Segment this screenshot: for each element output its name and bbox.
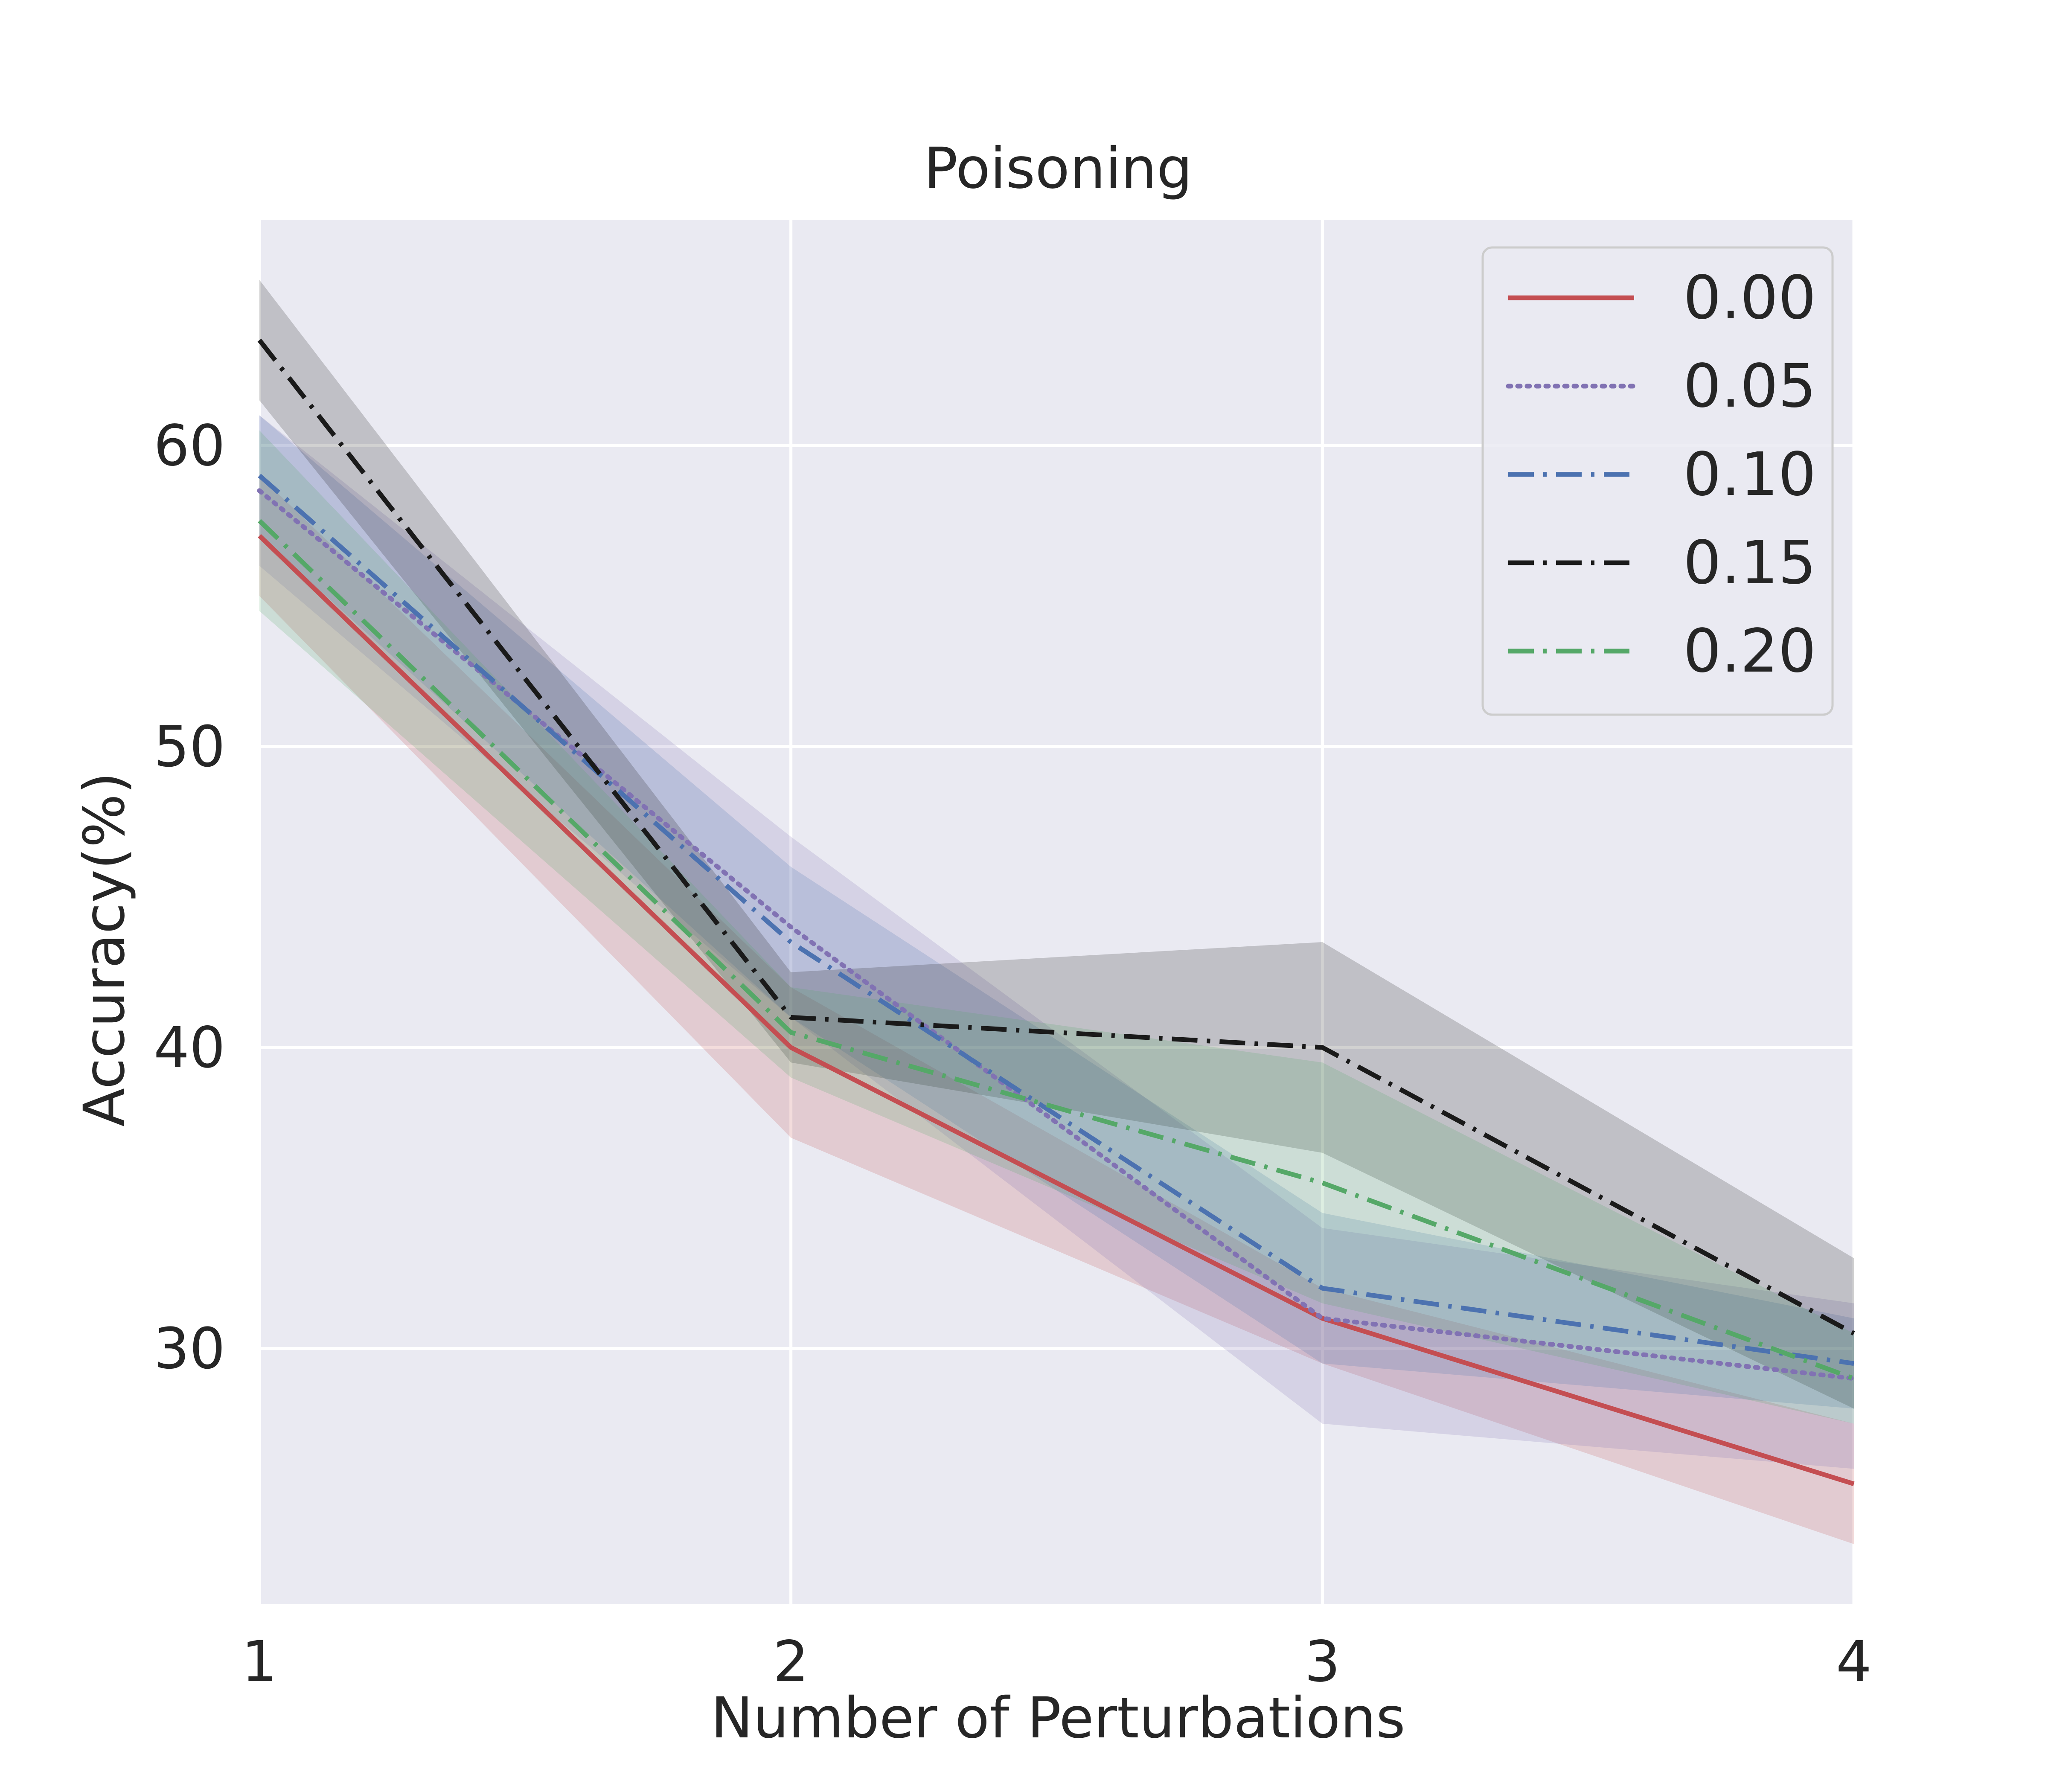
confidence-band-0.20 bbox=[259, 430, 1854, 1424]
confidence-band-0.15 bbox=[259, 280, 1854, 1409]
confidence-band-0.05 bbox=[259, 415, 1854, 1469]
x-tick-label: 2 bbox=[773, 1629, 809, 1695]
x-tick-labels: 1 2 3 4 bbox=[241, 1629, 1872, 1695]
y-tick-labels: 30 40 50 60 bbox=[154, 413, 225, 1382]
x-axis-label: Number of Perturbations bbox=[711, 1685, 1405, 1751]
legend-label-0.15: 0.15 bbox=[1683, 528, 1816, 598]
x-tick-label: 1 bbox=[241, 1629, 277, 1695]
series-line-0.20 bbox=[258, 519, 1855, 1381]
series-line-0.00 bbox=[258, 534, 1855, 1487]
confidence-band-0.00 bbox=[259, 475, 1854, 1544]
confidence-band-0.10 bbox=[259, 415, 1854, 1409]
series-line-0.05 bbox=[257, 488, 1856, 1381]
legend-label-0.05: 0.05 bbox=[1683, 352, 1816, 421]
x-tick-label: 4 bbox=[1836, 1629, 1872, 1695]
y-tick-label: 50 bbox=[154, 714, 225, 780]
legend-label-0.20: 0.20 bbox=[1683, 617, 1816, 686]
y-tick-label: 30 bbox=[154, 1316, 225, 1382]
confidence-bands bbox=[259, 280, 1854, 1544]
legend-label-0.10: 0.10 bbox=[1683, 440, 1816, 509]
y-axis-label: Accuracy(%) bbox=[72, 772, 137, 1126]
legend-box bbox=[1481, 246, 1834, 716]
y-tick-label: 60 bbox=[154, 413, 225, 479]
legend-label-0.00: 0.00 bbox=[1683, 263, 1816, 333]
series-lines bbox=[257, 338, 1856, 1487]
series-line-0.10 bbox=[258, 474, 1854, 1366]
y-tick-label: 40 bbox=[154, 1015, 225, 1081]
chart-title: Poisoning bbox=[924, 136, 1193, 201]
legend: 0.00 0.05 0.10 0.15 0.20 bbox=[1481, 246, 1834, 716]
series-line-0.15 bbox=[257, 338, 1855, 1335]
x-tick-label: 3 bbox=[1304, 1629, 1340, 1695]
